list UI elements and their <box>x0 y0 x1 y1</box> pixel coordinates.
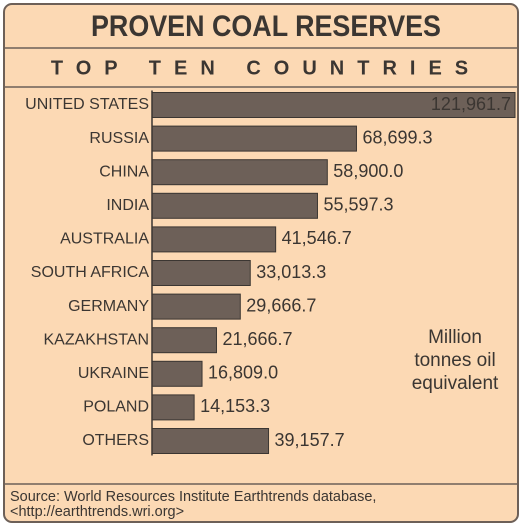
source: <http://earthtrends.wri.org> <box>10 504 184 520</box>
frame <box>3 3 519 523</box>
value-label: 58,900.0 <box>333 161 403 181</box>
bar <box>151 260 251 286</box>
bar <box>151 327 217 354</box>
category-label: INDIA <box>106 197 149 214</box>
bar <box>151 125 357 152</box>
bar <box>151 428 270 454</box>
bar <box>151 293 241 320</box>
category-label: SOUTH AFRICA <box>31 264 150 281</box>
value-label: 41,546.7 <box>282 228 352 248</box>
category-label: OTHERS <box>82 432 149 449</box>
annotation: equivalent <box>412 373 499 394</box>
value-label: 33,013.3 <box>256 262 326 282</box>
category-label: CHINA <box>99 163 149 180</box>
chart-title: PROVEN COAL RESERVES <box>91 10 441 43</box>
bar <box>151 192 318 219</box>
category-label: UKRAINE <box>78 365 149 382</box>
value-label: 16,809.0 <box>208 363 278 383</box>
bar <box>151 360 203 387</box>
bar <box>151 226 277 253</box>
value-label: 121,961.7 <box>431 94 511 114</box>
value-label: 29,666.7 <box>246 295 316 315</box>
value-label: 14,153.3 <box>200 396 270 416</box>
value-label: 21,666.7 <box>222 329 292 349</box>
category-label: UNITED STATES <box>25 96 149 113</box>
category-label: AUSTRALIA <box>60 231 149 248</box>
source: Source: World Resources Institute Eartht… <box>10 489 376 505</box>
category-label: KAZAKHSTAN <box>44 331 150 348</box>
annotation: tonnes oil <box>414 350 495 371</box>
bar <box>151 92 516 118</box>
value-label: 39,157.7 <box>275 430 345 450</box>
bar <box>151 394 195 421</box>
category-label: RUSSIA <box>89 130 149 147</box>
chart-subtitle: TOP TEN COUNTRIES <box>51 57 481 79</box>
category-label: GERMANY <box>68 298 149 315</box>
annotation: Million <box>428 327 482 348</box>
value-label: 55,597.3 <box>323 195 393 215</box>
category-label: POLAND <box>83 399 149 416</box>
value-label: 68,699.3 <box>362 127 432 147</box>
bar <box>151 159 328 186</box>
